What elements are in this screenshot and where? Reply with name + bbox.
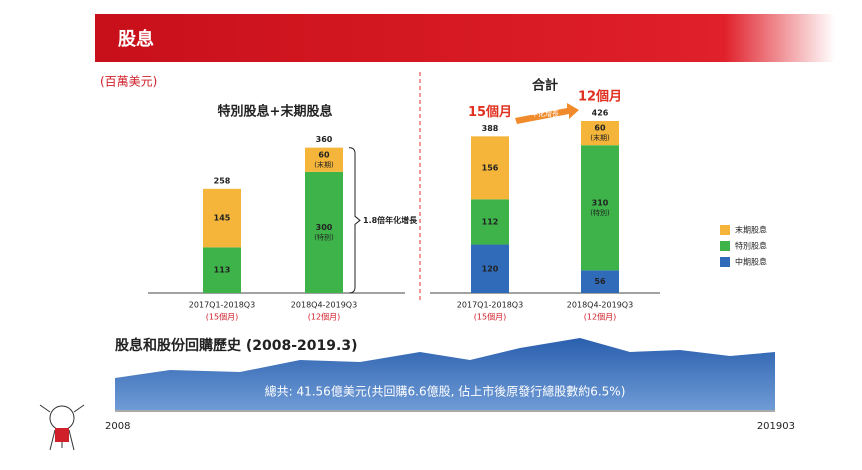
- history-banner: 總共: 41.56億美元(共回購6.6億股, 佔上市後原發行總股數約6.5%): [265, 384, 626, 399]
- legend-label: 末期股息: [735, 225, 767, 235]
- segment-label: 113: [214, 266, 231, 275]
- segment-label: 156: [482, 163, 499, 172]
- segment-note: (特別): [590, 208, 610, 217]
- total-label: 426: [592, 109, 609, 118]
- segment-note: (特別): [314, 232, 334, 241]
- segment-label: 56: [594, 277, 606, 286]
- annotation: 1.8倍年化增長: [363, 215, 418, 225]
- brace: [349, 148, 360, 293]
- chart-title: 合計: [532, 78, 558, 94]
- period-label: 15個月: [468, 104, 512, 120]
- legend-swatch: [720, 241, 730, 251]
- segment-label: 112: [482, 217, 499, 226]
- x-tick-label: 2018Q4-2019Q3: [567, 301, 633, 310]
- bar-segment: [581, 145, 619, 270]
- segment-label: 145: [214, 214, 231, 223]
- period-label: 12個月: [578, 89, 622, 105]
- bar-segment: [305, 172, 343, 293]
- segment-label: 60: [318, 150, 330, 159]
- arrow-label: 年化增長: [531, 109, 559, 118]
- history-end: 201903: [757, 421, 795, 432]
- segment-label: 120: [482, 264, 499, 273]
- chart-title: 特別股息+末期股息: [218, 104, 333, 120]
- legend-label: 特別股息: [735, 241, 767, 251]
- total-label: 388: [482, 124, 499, 133]
- x-tick-label: 2017Q1-2018Q3: [457, 301, 523, 310]
- history-start: 2008: [105, 421, 130, 432]
- total-label: 360: [316, 135, 333, 144]
- history-title: 股息和股份回購歷史 (2008-2019.3): [115, 337, 357, 354]
- mascot: [40, 405, 84, 450]
- segment-note: (末期): [314, 160, 334, 169]
- header-title: 股息: [117, 28, 154, 50]
- category-note: (12個月): [308, 312, 340, 322]
- legend-label: 中期股息: [735, 257, 767, 267]
- segment-note: (末期): [590, 133, 610, 142]
- category-note: (15個月): [206, 312, 238, 322]
- unit-label: (百萬美元): [100, 75, 157, 89]
- total-label: 258: [214, 176, 231, 185]
- segment-label: 310: [592, 198, 609, 207]
- header-bar: [95, 14, 835, 62]
- slide: 股息 (百萬美元) 股息和股份回購歷史 (2008-2019.3) 總共: 41…: [0, 0, 862, 466]
- segment-label: 300: [316, 223, 333, 232]
- x-tick-label: 2018Q4-2019Q3: [291, 301, 357, 310]
- legend-swatch: [720, 257, 730, 267]
- category-note: (12個月): [584, 312, 616, 322]
- segment-label: 60: [594, 124, 606, 133]
- legend-swatch: [720, 225, 730, 235]
- x-tick-label: 2017Q1-2018Q3: [189, 301, 255, 310]
- category-note: (15個月): [474, 312, 506, 322]
